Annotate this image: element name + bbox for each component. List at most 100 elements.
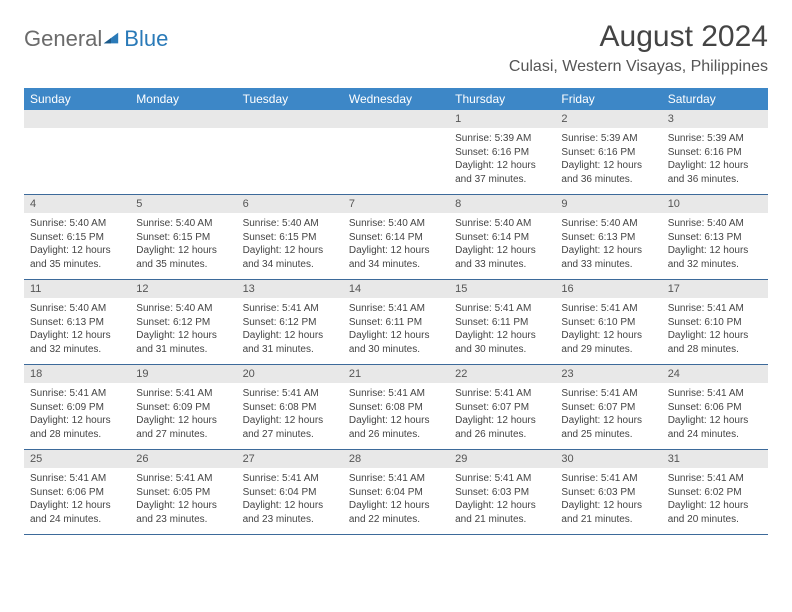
week-detail-row: Sunrise: 5:41 AMSunset: 6:09 PMDaylight:…: [24, 383, 768, 450]
sunset-line: Sunset: 6:13 PM: [668, 231, 762, 245]
sunset-line: Sunset: 6:09 PM: [136, 401, 230, 415]
day-detail-cell: Sunrise: 5:41 AMSunset: 6:08 PMDaylight:…: [343, 383, 449, 450]
sunset-line: Sunset: 6:13 PM: [30, 316, 124, 330]
day-number-cell: 15: [449, 280, 555, 299]
day-detail-cell: Sunrise: 5:41 AMSunset: 6:06 PMDaylight:…: [662, 383, 768, 450]
day-number-cell: 12: [130, 280, 236, 299]
day-number-cell: 2: [555, 110, 661, 128]
daylight-line: Daylight: 12 hours and 32 minutes.: [668, 244, 762, 271]
sunset-line: Sunset: 6:12 PM: [136, 316, 230, 330]
day-number-cell: 16: [555, 280, 661, 299]
sunset-line: Sunset: 6:04 PM: [349, 486, 443, 500]
day-detail-cell: Sunrise: 5:39 AMSunset: 6:16 PMDaylight:…: [662, 128, 768, 195]
day-detail-cell: Sunrise: 5:41 AMSunset: 6:05 PMDaylight:…: [130, 468, 236, 535]
sunset-line: Sunset: 6:10 PM: [561, 316, 655, 330]
sunset-line: Sunset: 6:16 PM: [668, 146, 762, 160]
sunset-line: Sunset: 6:07 PM: [455, 401, 549, 415]
day-detail-cell: Sunrise: 5:41 AMSunset: 6:11 PMDaylight:…: [343, 298, 449, 365]
sunrise-line: Sunrise: 5:41 AM: [30, 387, 124, 401]
sunset-line: Sunset: 6:08 PM: [243, 401, 337, 415]
daylight-line: Daylight: 12 hours and 36 minutes.: [668, 159, 762, 186]
logo-text-blue: Blue: [124, 26, 168, 52]
daylight-line: Daylight: 12 hours and 36 minutes.: [561, 159, 655, 186]
calendar-table: SundayMondayTuesdayWednesdayThursdayFrid…: [24, 88, 768, 535]
day-detail-cell: Sunrise: 5:41 AMSunset: 6:10 PMDaylight:…: [555, 298, 661, 365]
day-detail-cell: Sunrise: 5:40 AMSunset: 6:15 PMDaylight:…: [237, 213, 343, 280]
week-daynum-row: 11121314151617: [24, 280, 768, 299]
day-header-saturday: Saturday: [662, 88, 768, 110]
day-number-cell: 30: [555, 450, 661, 469]
day-number-cell: 23: [555, 365, 661, 384]
day-detail-cell: [343, 128, 449, 195]
daylight-line: Daylight: 12 hours and 31 minutes.: [136, 329, 230, 356]
sunrise-line: Sunrise: 5:41 AM: [136, 387, 230, 401]
sunset-line: Sunset: 6:11 PM: [349, 316, 443, 330]
day-detail-cell: Sunrise: 5:41 AMSunset: 6:09 PMDaylight:…: [24, 383, 130, 450]
day-number-cell: 19: [130, 365, 236, 384]
day-number-cell: 5: [130, 195, 236, 214]
sunset-line: Sunset: 6:14 PM: [455, 231, 549, 245]
daylight-line: Daylight: 12 hours and 34 minutes.: [349, 244, 443, 271]
day-number-cell: [130, 110, 236, 128]
sunrise-line: Sunrise: 5:40 AM: [455, 217, 549, 231]
sunrise-line: Sunrise: 5:40 AM: [30, 217, 124, 231]
day-number-cell: 17: [662, 280, 768, 299]
day-detail-cell: Sunrise: 5:39 AMSunset: 6:16 PMDaylight:…: [555, 128, 661, 195]
calendar-header-row: SundayMondayTuesdayWednesdayThursdayFrid…: [24, 88, 768, 110]
sunset-line: Sunset: 6:16 PM: [455, 146, 549, 160]
sunrise-line: Sunrise: 5:40 AM: [561, 217, 655, 231]
daylight-line: Daylight: 12 hours and 29 minutes.: [561, 329, 655, 356]
day-header-friday: Friday: [555, 88, 661, 110]
sunrise-line: Sunrise: 5:40 AM: [668, 217, 762, 231]
sunrise-line: Sunrise: 5:41 AM: [243, 387, 337, 401]
day-detail-cell: Sunrise: 5:41 AMSunset: 6:12 PMDaylight:…: [237, 298, 343, 365]
sunrise-line: Sunrise: 5:41 AM: [455, 387, 549, 401]
day-number-cell: 25: [24, 450, 130, 469]
day-detail-cell: Sunrise: 5:41 AMSunset: 6:04 PMDaylight:…: [343, 468, 449, 535]
header: General Blue August 2024 Culasi, Western…: [24, 20, 768, 76]
day-header-monday: Monday: [130, 88, 236, 110]
daylight-line: Daylight: 12 hours and 23 minutes.: [243, 499, 337, 526]
sunrise-line: Sunrise: 5:41 AM: [349, 472, 443, 486]
sunrise-line: Sunrise: 5:40 AM: [136, 217, 230, 231]
day-header-wednesday: Wednesday: [343, 88, 449, 110]
day-detail-cell: Sunrise: 5:41 AMSunset: 6:03 PMDaylight:…: [449, 468, 555, 535]
day-number-cell: 11: [24, 280, 130, 299]
sunrise-line: Sunrise: 5:41 AM: [668, 302, 762, 316]
day-number-cell: [237, 110, 343, 128]
sunset-line: Sunset: 6:02 PM: [668, 486, 762, 500]
day-number-cell: 14: [343, 280, 449, 299]
sunset-line: Sunset: 6:10 PM: [668, 316, 762, 330]
daylight-line: Daylight: 12 hours and 34 minutes.: [243, 244, 337, 271]
daylight-line: Daylight: 12 hours and 35 minutes.: [30, 244, 124, 271]
day-detail-cell: Sunrise: 5:41 AMSunset: 6:10 PMDaylight:…: [662, 298, 768, 365]
logo-text-general: General: [24, 26, 102, 52]
day-header-thursday: Thursday: [449, 88, 555, 110]
daylight-line: Daylight: 12 hours and 30 minutes.: [349, 329, 443, 356]
sunrise-line: Sunrise: 5:39 AM: [561, 132, 655, 146]
day-number-cell: 10: [662, 195, 768, 214]
daylight-line: Daylight: 12 hours and 26 minutes.: [455, 414, 549, 441]
day-number-cell: 7: [343, 195, 449, 214]
day-detail-cell: Sunrise: 5:40 AMSunset: 6:13 PMDaylight:…: [24, 298, 130, 365]
daylight-line: Daylight: 12 hours and 23 minutes.: [136, 499, 230, 526]
daylight-line: Daylight: 12 hours and 26 minutes.: [349, 414, 443, 441]
sunrise-line: Sunrise: 5:41 AM: [136, 472, 230, 486]
sunset-line: Sunset: 6:05 PM: [136, 486, 230, 500]
day-detail-cell: Sunrise: 5:41 AMSunset: 6:02 PMDaylight:…: [662, 468, 768, 535]
day-header-sunday: Sunday: [24, 88, 130, 110]
day-number-cell: 6: [237, 195, 343, 214]
day-detail-cell: Sunrise: 5:41 AMSunset: 6:09 PMDaylight:…: [130, 383, 236, 450]
week-detail-row: Sunrise: 5:41 AMSunset: 6:06 PMDaylight:…: [24, 468, 768, 535]
logo-triangle-icon: [102, 29, 120, 47]
sunrise-line: Sunrise: 5:39 AM: [455, 132, 549, 146]
daylight-line: Daylight: 12 hours and 24 minutes.: [668, 414, 762, 441]
daylight-line: Daylight: 12 hours and 25 minutes.: [561, 414, 655, 441]
day-detail-cell: [237, 128, 343, 195]
day-detail-cell: Sunrise: 5:41 AMSunset: 6:11 PMDaylight:…: [449, 298, 555, 365]
day-number-cell: 28: [343, 450, 449, 469]
sunrise-line: Sunrise: 5:41 AM: [455, 302, 549, 316]
day-detail-cell: Sunrise: 5:40 AMSunset: 6:15 PMDaylight:…: [24, 213, 130, 280]
sunrise-line: Sunrise: 5:41 AM: [561, 302, 655, 316]
daylight-line: Daylight: 12 hours and 22 minutes.: [349, 499, 443, 526]
